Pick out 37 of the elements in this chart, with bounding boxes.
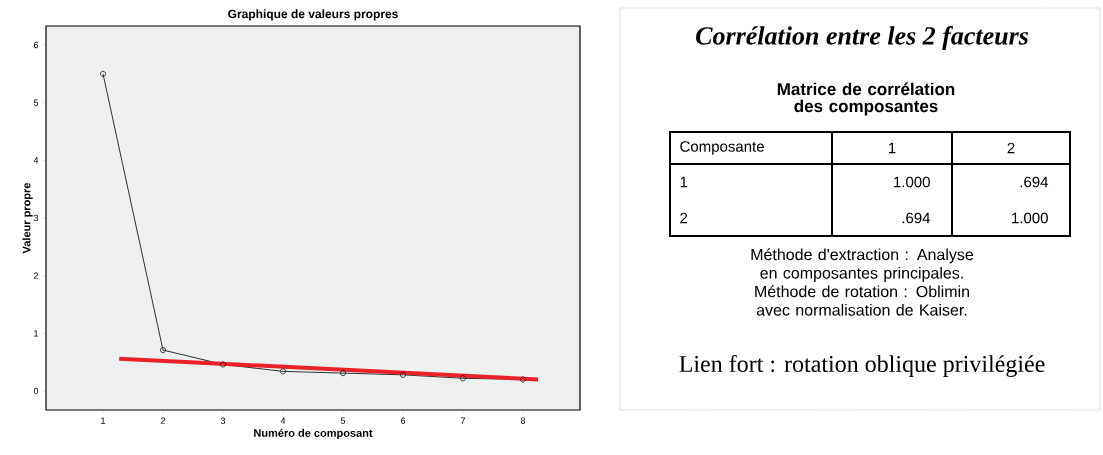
x-tick-label: 2	[160, 417, 166, 424]
y-tick-label: 2	[33, 272, 39, 279]
point	[460, 375, 466, 382]
text: 1	[680, 176, 688, 188]
y-tick-label: 3	[33, 214, 39, 222]
x-axis-title: Numéro de composant	[254, 428, 373, 440]
text: 2	[680, 212, 688, 224]
text: 2	[1007, 142, 1015, 154]
x-tick-label: 4	[280, 417, 286, 424]
text: Composante	[680, 141, 764, 155]
y-tick-label: 6	[33, 41, 39, 49]
text: Méthode d'extraction : Analyse en composantes principales. Méthode de rotation : Oblimin avec normalisation de Kaiser.	[751, 248, 974, 316]
chart-title: Graphique de valeurs propres	[228, 9, 398, 21]
point	[280, 368, 286, 375]
y-tick-label: 5	[33, 99, 39, 106]
point	[160, 347, 166, 353]
text: .694	[1020, 176, 1049, 188]
y-tick-label: 4	[33, 157, 39, 164]
x-tick-label: 5	[340, 417, 346, 424]
point	[220, 361, 226, 368]
point	[400, 371, 406, 378]
x-tick-label: 8	[520, 417, 526, 424]
text: .694	[902, 212, 931, 224]
x-tick-label: 6	[400, 417, 406, 424]
text: Lien fort : rotation oblique privilégiée	[679, 354, 1045, 378]
text: Matrice de corrélation des composantes	[777, 82, 955, 116]
point	[340, 370, 346, 377]
x-tick-label: 3	[220, 417, 226, 424]
text: 1.000	[894, 176, 930, 188]
y-axis-title: Valeur propre	[22, 182, 33, 254]
y-tick-label: 0	[33, 387, 39, 395]
text: Corrélation entre les 2 facteurs	[696, 26, 1029, 50]
x-tick-label: 7	[460, 417, 466, 424]
text: 1.000	[1012, 212, 1048, 224]
x-tick-label: 1	[101, 417, 106, 424]
text: 1	[888, 142, 896, 154]
y-tick-label: 1	[34, 330, 39, 337]
